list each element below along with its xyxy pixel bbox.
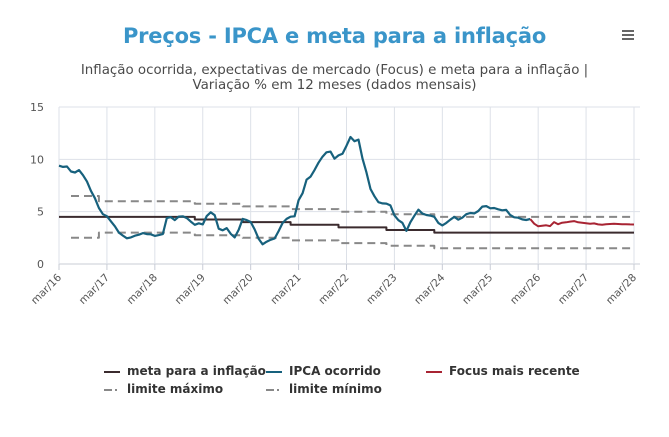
legend-label-meta: meta para a inflação bbox=[127, 364, 266, 378]
limite-maximo-line bbox=[71, 195, 634, 218]
x-tick-label: mar/24 bbox=[412, 271, 447, 306]
x-tick-label: mar/27 bbox=[556, 272, 591, 307]
legend-swatch-limite-minimo bbox=[266, 388, 282, 391]
x-tick-label: mar/23 bbox=[364, 272, 399, 307]
chart-title: Preços - IPCA e meta para a inflação bbox=[122, 24, 547, 48]
x-tick-label: mar/28 bbox=[604, 272, 639, 307]
limite-minimo-line bbox=[71, 231, 634, 250]
legend-limite-minimo[interactable]: limite mínimo bbox=[266, 382, 382, 396]
x-tick-label: mar/25 bbox=[460, 272, 495, 307]
x-tick-label: mar/16 bbox=[29, 271, 64, 306]
y-tick-label: 10 bbox=[30, 153, 44, 166]
legend-swatch-focus bbox=[426, 370, 442, 373]
x-tick-label: mar/20 bbox=[221, 272, 256, 307]
y-tick-label: 5 bbox=[37, 206, 44, 219]
x-axis-ticks: mar/16 mar/17 mar/18 mar/19 mar/20 mar/21 mar/… bbox=[29, 264, 639, 307]
y-tick-label: 15 bbox=[30, 101, 44, 114]
grid bbox=[58, 106, 640, 265]
x-tick-label: mar/26 bbox=[508, 271, 543, 306]
legend-swatch-limite-maximo bbox=[104, 388, 120, 391]
x-tick-label: mar/17 bbox=[77, 272, 112, 307]
legend-focus[interactable]: Focus mais recente bbox=[426, 364, 580, 378]
hamburger-menu-icon[interactable] bbox=[620, 26, 636, 42]
y-tick-label: 0 bbox=[37, 258, 44, 271]
subtitle-line-1: Inflação ocorrida, expectativas de merca… bbox=[80, 63, 589, 78]
ipca-line bbox=[58, 135, 531, 246]
chart-subtitle: Inflação ocorrida, expectativas de merca… bbox=[40, 63, 629, 93]
x-tick-label: mar/18 bbox=[125, 272, 160, 307]
x-tick-label: mar/22 bbox=[316, 272, 351, 307]
legend-label-limite-maximo: limite máximo bbox=[127, 382, 224, 396]
series-lines bbox=[58, 135, 635, 250]
legend-ipca[interactable]: IPCA ocorrido bbox=[266, 364, 381, 378]
x-tick-label: mar/21 bbox=[268, 272, 303, 307]
y-axis-ticks: 0 5 10 15 bbox=[30, 101, 44, 271]
legend-meta[interactable]: meta para a inflação bbox=[104, 364, 266, 378]
legend-label-focus: Focus mais recente bbox=[449, 364, 580, 378]
focus-line bbox=[529, 218, 635, 228]
legend-label-limite-minimo: limite mínimo bbox=[289, 382, 382, 396]
x-tick-label: mar/19 bbox=[173, 272, 208, 307]
legend-label-ipca: IPCA ocorrido bbox=[289, 364, 381, 378]
legend-swatch-meta bbox=[104, 370, 120, 373]
subtitle-line-2: Variação % em 12 meses (dados mensais) bbox=[192, 78, 477, 93]
legend-swatch-ipca bbox=[266, 370, 282, 373]
legend-limite-maximo[interactable]: limite máximo bbox=[104, 382, 223, 396]
meta-line bbox=[59, 215, 634, 234]
